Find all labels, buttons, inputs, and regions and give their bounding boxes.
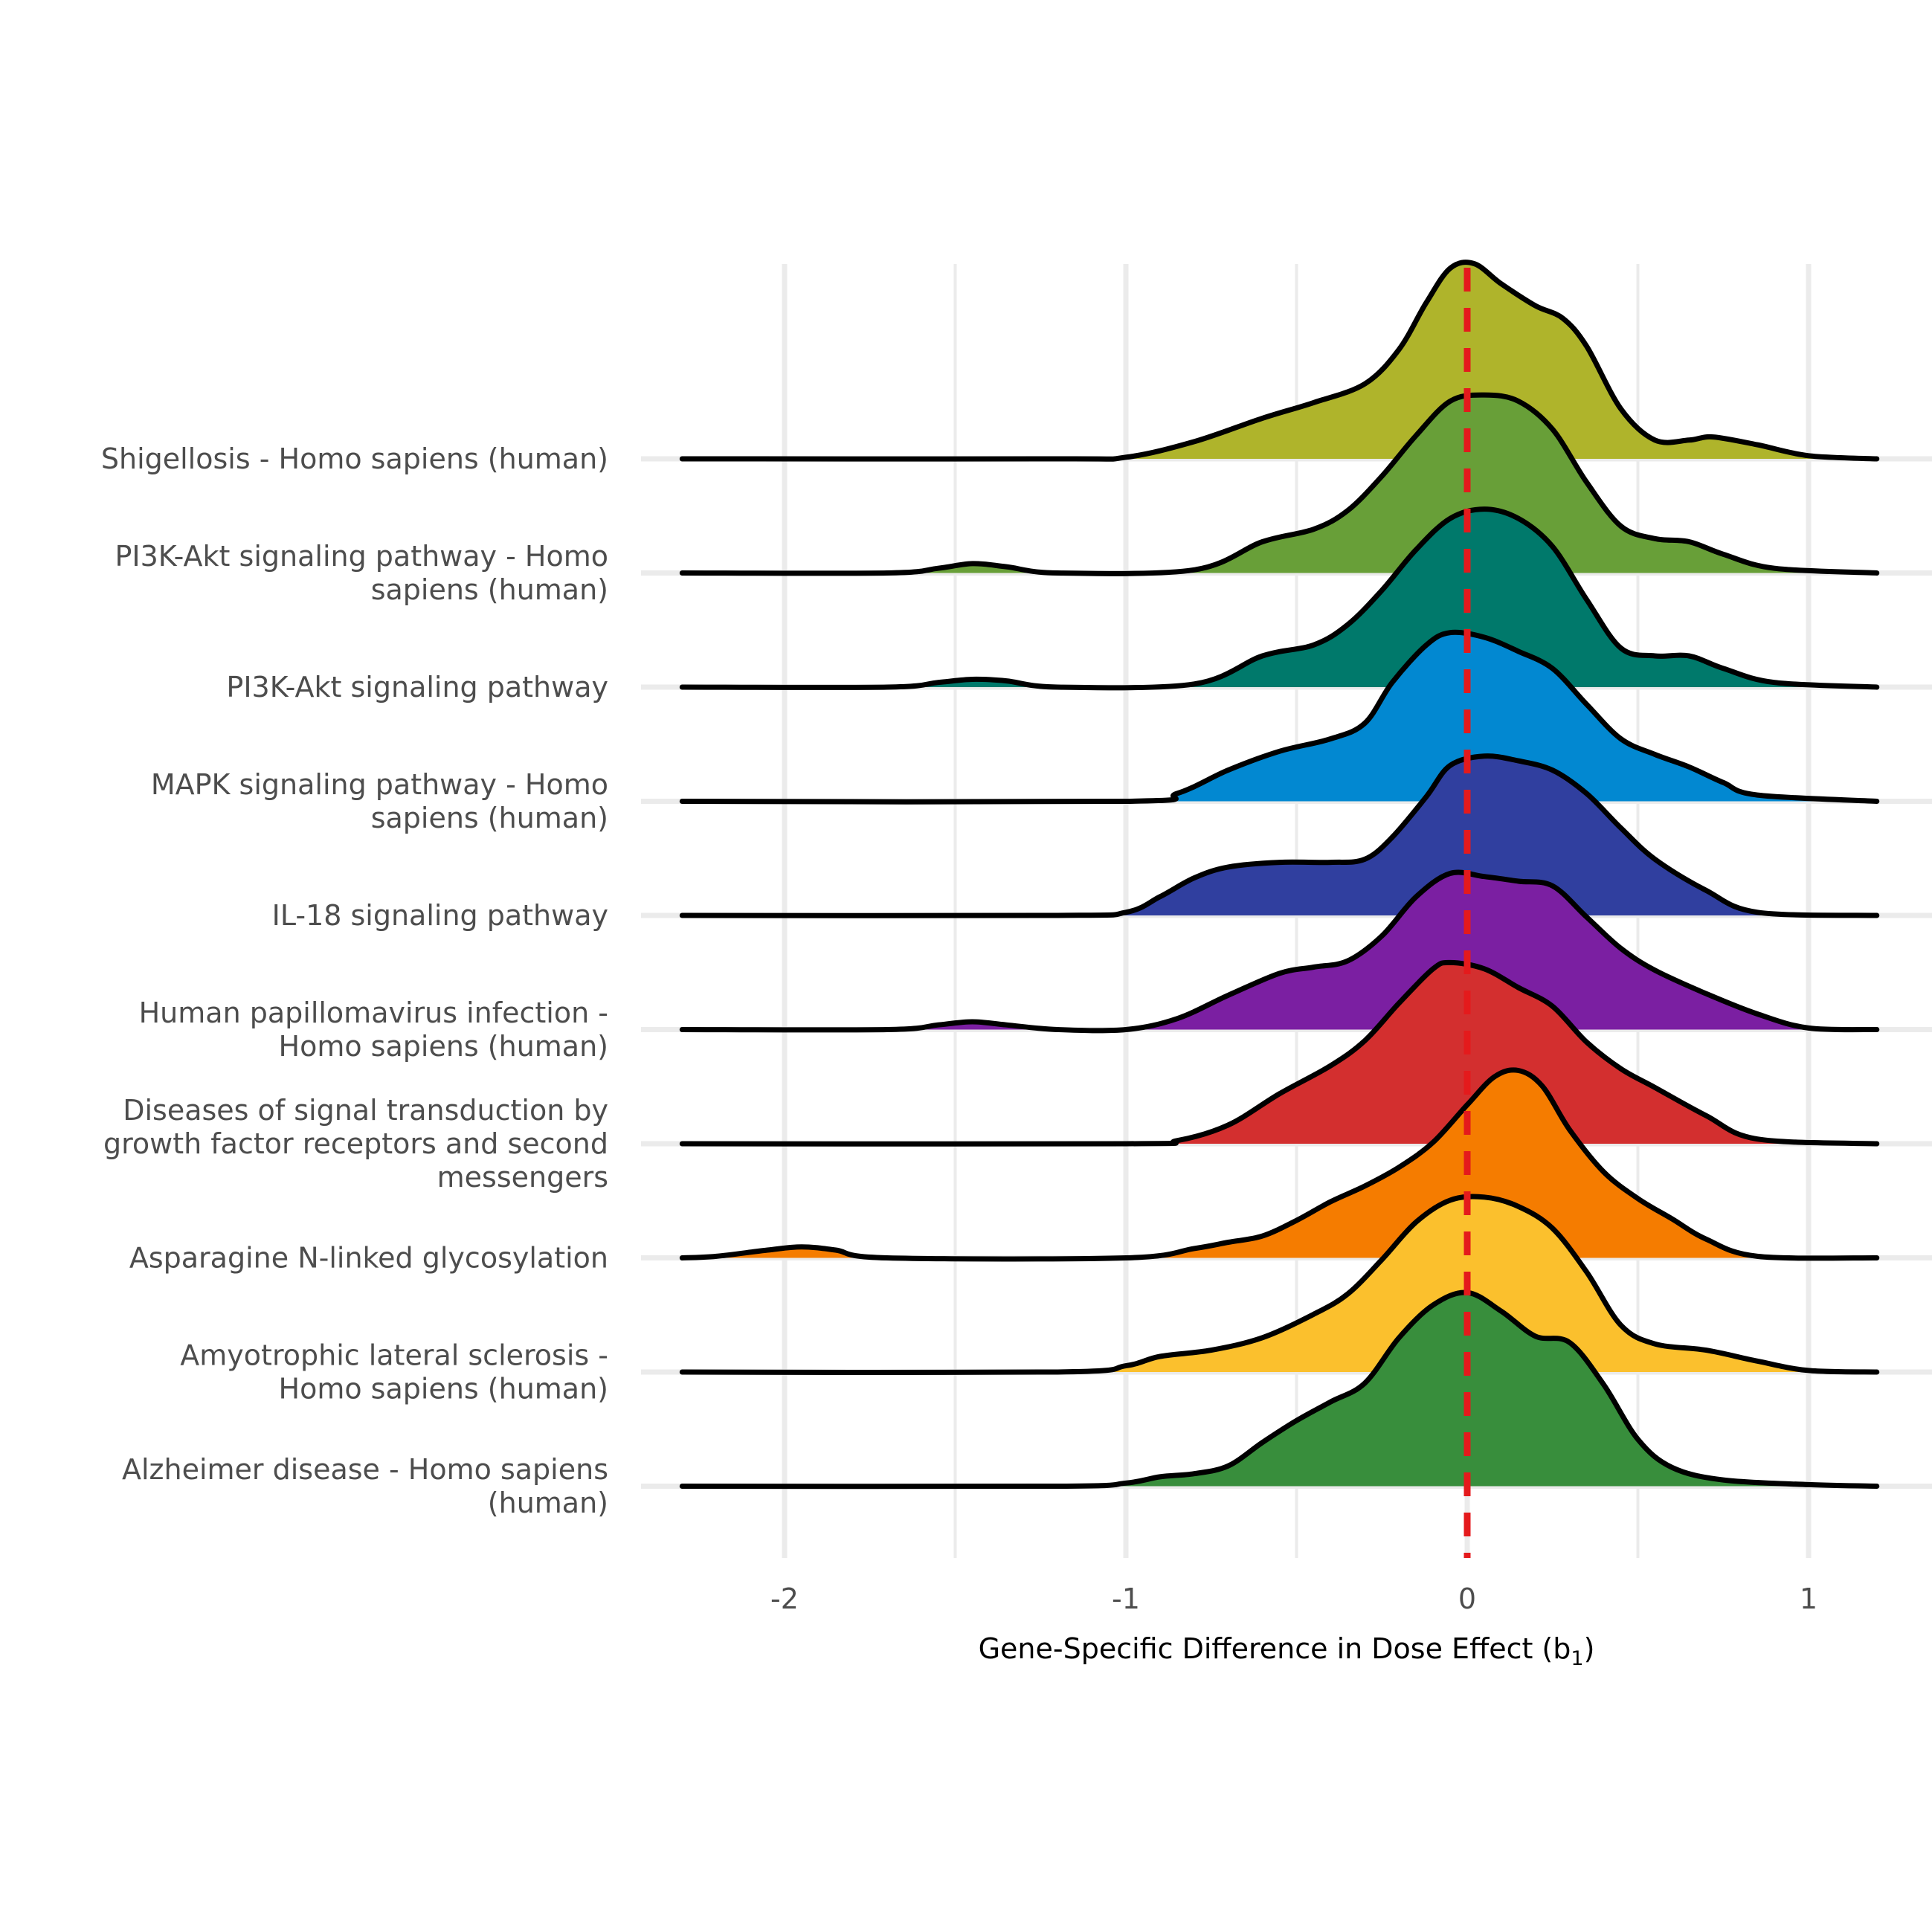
category-labels: Shigellosis - Homo sapiens (human) PI3K-A… bbox=[101, 442, 608, 1519]
category-label: PI3K-Akt signaling pathway bbox=[226, 671, 608, 703]
ridge-area bbox=[682, 1292, 1877, 1487]
ridge-outline bbox=[679, 392, 1880, 576]
category-label: MAPK signaling pathway - Homo sapiens (hu… bbox=[151, 768, 608, 834]
ridge-outline bbox=[679, 506, 1880, 691]
x-tick-label: -1 bbox=[1112, 1582, 1140, 1615]
ridge-area bbox=[682, 1069, 1877, 1259]
ridge-area bbox=[682, 395, 1877, 574]
category-label: Diseases of signal transduction by growth… bbox=[103, 1094, 608, 1194]
ridge-9 bbox=[679, 1289, 1880, 1490]
ridge-area bbox=[682, 1197, 1877, 1373]
ridge-outline bbox=[679, 1289, 1880, 1490]
x-axis-title-subscript: 1 bbox=[1571, 1647, 1583, 1670]
category-label: Shigellosis - Homo sapiens (human) bbox=[101, 442, 608, 475]
ridge-outline bbox=[679, 260, 1880, 462]
ridge-outline bbox=[679, 753, 1880, 918]
ridge-3 bbox=[679, 629, 1880, 805]
ridge-area bbox=[682, 756, 1877, 916]
x-tick-label: -2 bbox=[770, 1582, 799, 1615]
x-axis-title: Gene-Specific Difference in Dose Effect(… bbox=[979, 1632, 1595, 1670]
ridge-area bbox=[682, 509, 1877, 688]
x-tick-label: 1 bbox=[1800, 1582, 1817, 1615]
ridge-outline bbox=[679, 959, 1880, 1147]
ridge-outline bbox=[679, 1194, 1880, 1376]
ridge-8 bbox=[679, 1194, 1880, 1376]
category-label: IL-18 signaling pathway bbox=[272, 899, 608, 932]
ridge-0 bbox=[679, 260, 1880, 462]
ridge-area bbox=[682, 962, 1877, 1144]
ridge-6 bbox=[679, 959, 1880, 1147]
ridge-area bbox=[682, 632, 1877, 802]
x-axis-title-subscript-base: b bbox=[1553, 1632, 1571, 1665]
ridge-area bbox=[682, 262, 1877, 460]
category-label: Asparagine N-linked glycosylation bbox=[129, 1242, 608, 1275]
ridge-outline bbox=[679, 869, 1880, 1034]
ridge-7 bbox=[679, 1067, 1880, 1262]
ridge-layer bbox=[679, 260, 1880, 1490]
ridge-5 bbox=[679, 869, 1880, 1034]
category-label: Human papillomavirus infection -Homo sap… bbox=[139, 996, 608, 1063]
ridge-2 bbox=[679, 506, 1880, 691]
ridge-outline bbox=[679, 629, 1880, 805]
ridge-1 bbox=[679, 392, 1880, 576]
ridge-4 bbox=[679, 753, 1880, 918]
x-axis-title-text: Gene-Specific Difference in Dose Effect bbox=[979, 1632, 1533, 1665]
category-label: Amyotrophic lateral sclerosis -Homo sapi… bbox=[180, 1339, 608, 1405]
category-label: Alzheimer disease - Homo sapiens (human) bbox=[122, 1453, 608, 1519]
category-label: PI3K-Akt signaling pathway - Homo sapiens… bbox=[115, 540, 608, 606]
ridge-outline bbox=[679, 1067, 1880, 1262]
x-tick-label: 0 bbox=[1458, 1582, 1476, 1615]
x-axis-ticks: -2 -1 0 1 bbox=[770, 1582, 1817, 1615]
